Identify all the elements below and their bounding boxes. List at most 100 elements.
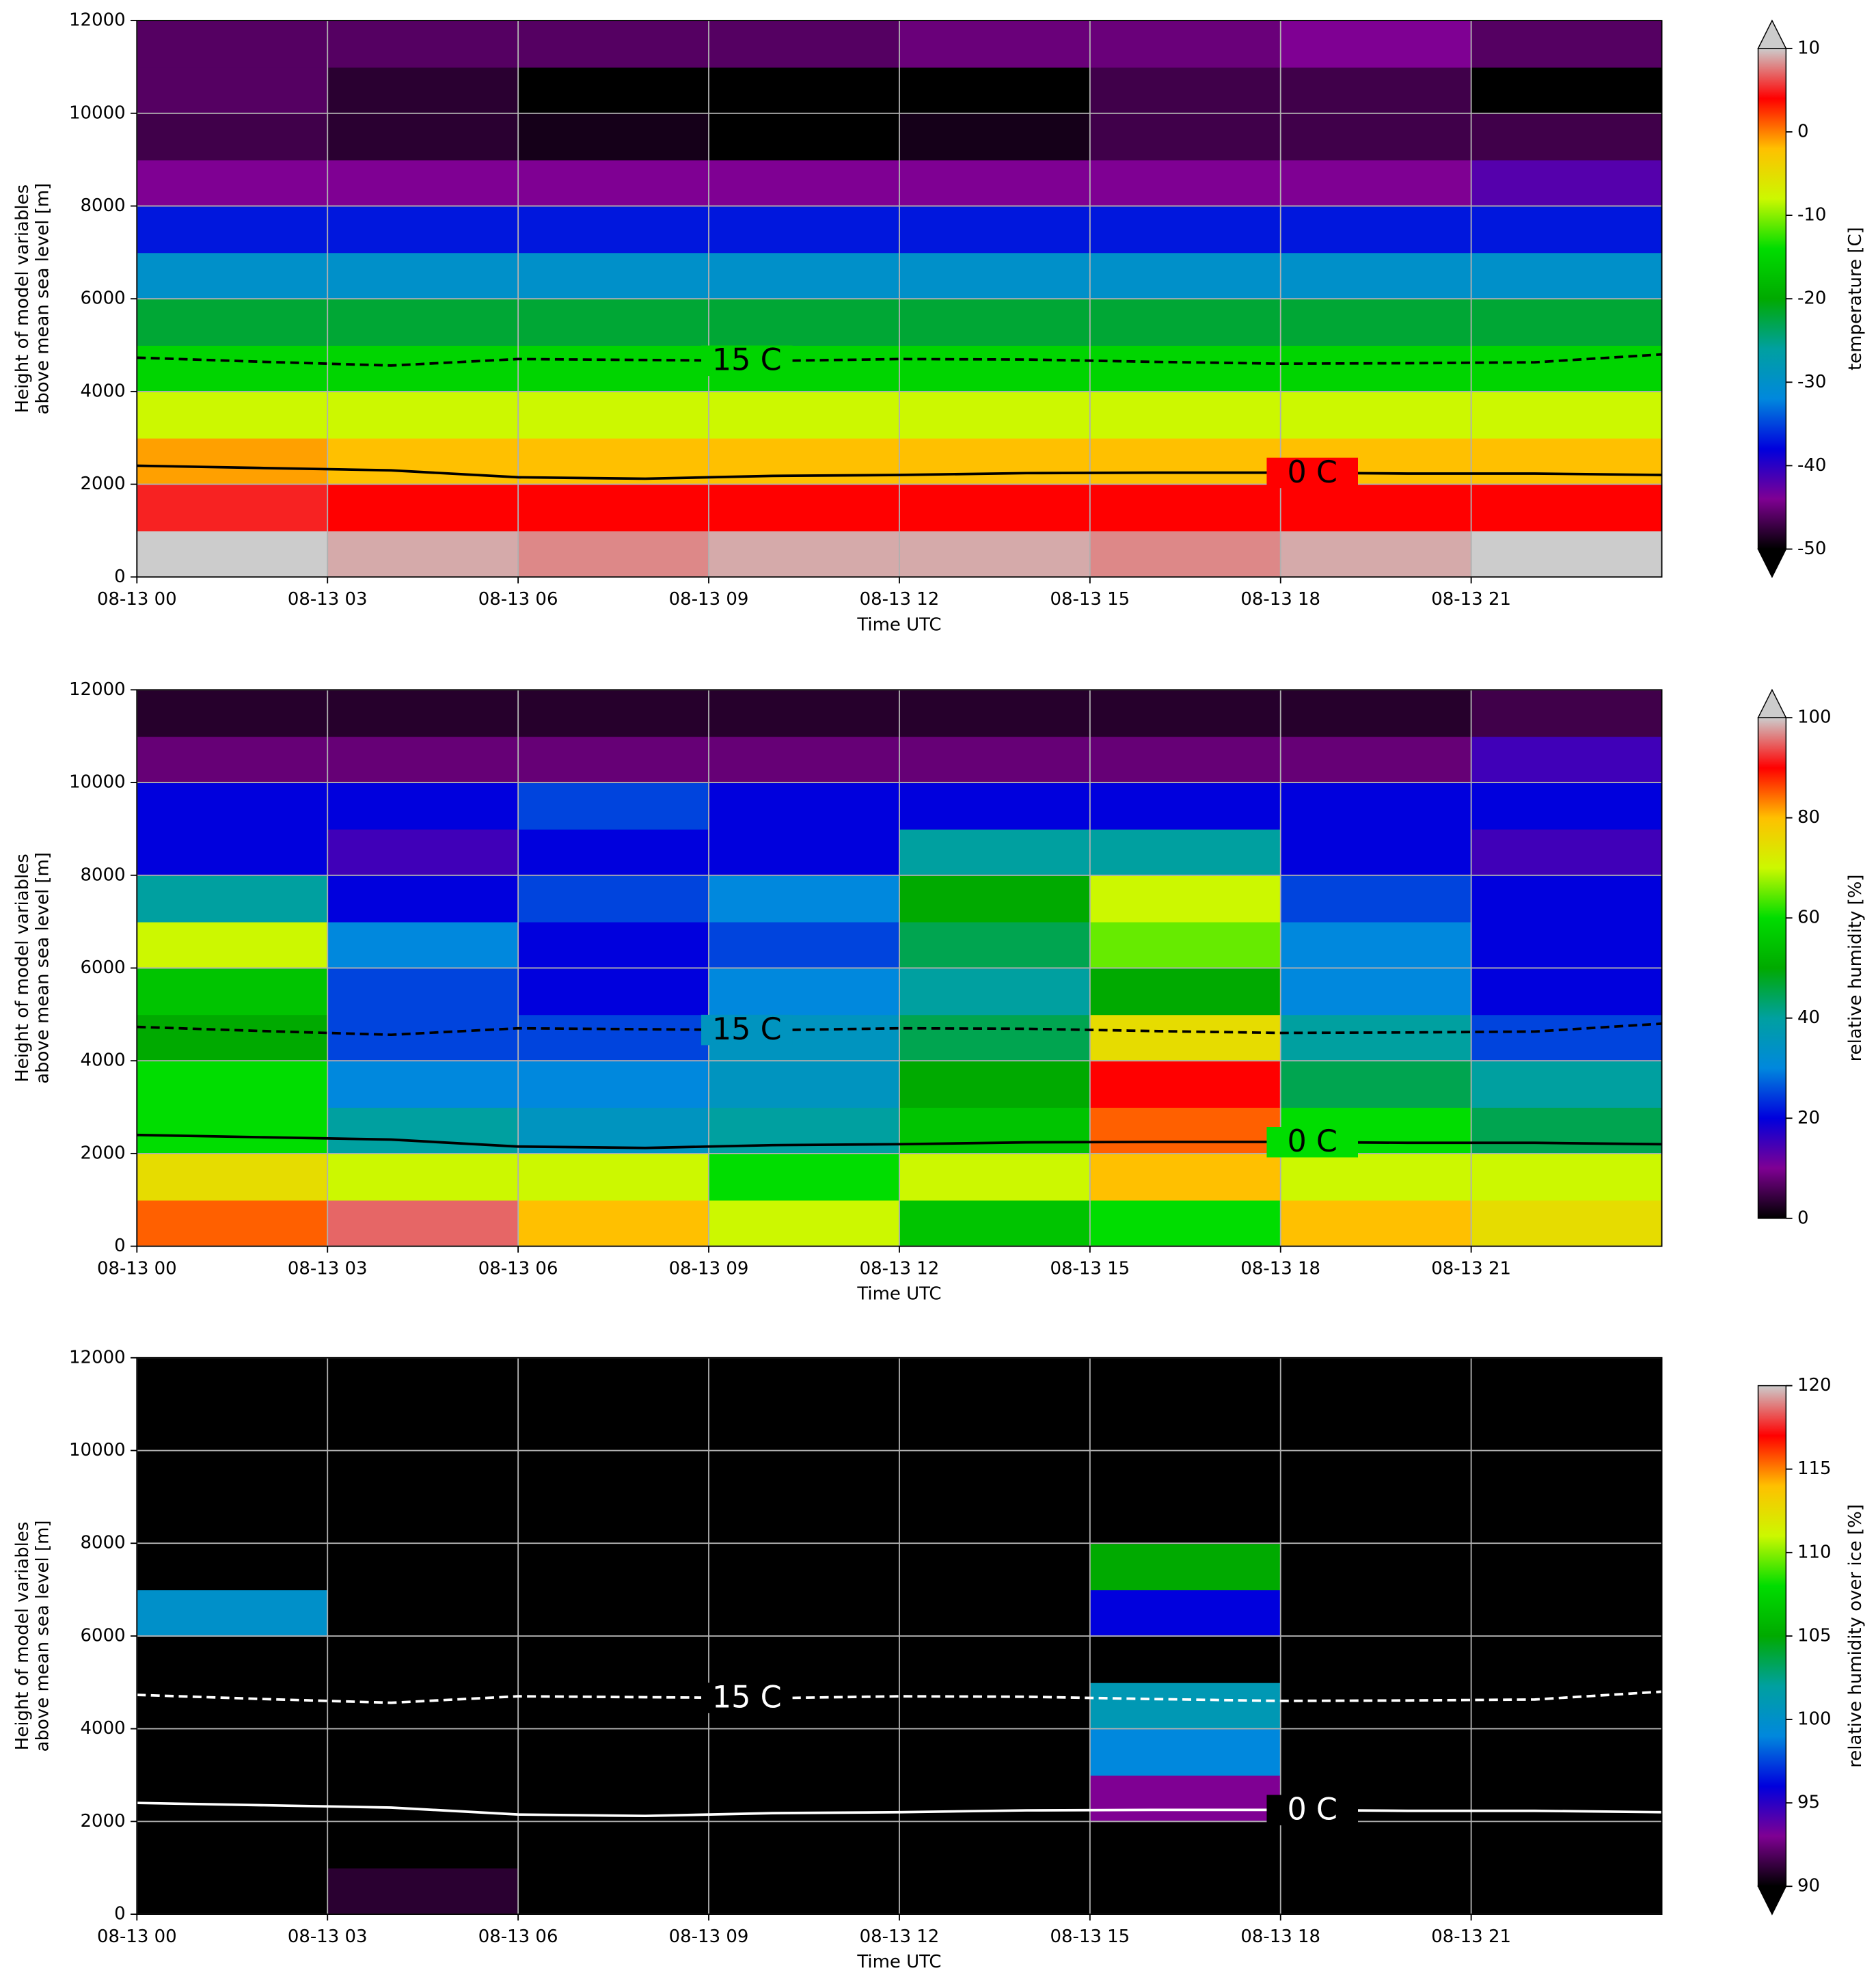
heatmap-cell [1280, 1061, 1472, 1108]
heatmap-cell [137, 1775, 329, 1823]
y-axis-label: Height of model variables [12, 1522, 33, 1751]
heatmap-cell [327, 1014, 519, 1062]
plot-frame [136, 689, 1663, 1247]
colorbar-extend [1757, 19, 1787, 49]
heatmap-cell [1471, 690, 1663, 737]
heatmap-cell [709, 1543, 900, 1590]
x-tick-label: 08-13 00 [97, 1258, 177, 1279]
heatmap-cell [137, 690, 329, 737]
heatmap-cell [137, 345, 329, 392]
heatmap-cell [518, 530, 709, 578]
colorbar-tick-label: -20 [1797, 288, 1826, 309]
heatmap-cell [327, 1821, 519, 1869]
heatmap-cell [137, 437, 329, 485]
heatmap-cell [1089, 828, 1281, 876]
heatmap-cell [1280, 875, 1472, 923]
heatmap-cell [137, 1497, 329, 1544]
heatmap-cell [518, 1635, 709, 1683]
y-tick-label: 2000 [81, 1811, 126, 1832]
heatmap-cell [899, 1450, 1091, 1498]
heatmap-cell [518, 1590, 709, 1637]
x-axis-label: Time UTC [856, 614, 941, 635]
colorbar-tick-label: 20 [1797, 1108, 1820, 1128]
x-tick-label: 08-13 06 [478, 589, 558, 610]
heatmap-cell [899, 1107, 1091, 1154]
colorbar [1757, 1385, 1787, 1887]
y-axis-label: Height of model variables [12, 854, 33, 1082]
heatmap-cell [1471, 736, 1663, 783]
x-tick-label: 08-13 21 [1431, 1926, 1511, 1947]
heatmap-cell [1089, 437, 1281, 485]
contour-line [137, 464, 1662, 480]
heatmap-cell [518, 1061, 709, 1108]
heatmap-cell [1280, 1635, 1472, 1683]
y-tick-label: 4000 [81, 1050, 126, 1071]
x-tick-label: 08-13 18 [1240, 1926, 1320, 1947]
x-tick-label: 08-13 03 [288, 1258, 368, 1279]
heatmap-cell [137, 968, 329, 1016]
heatmap-cell [518, 159, 709, 207]
heatmap-cell [518, 690, 709, 737]
y-tick-label: 12000 [69, 1347, 126, 1367]
x-tick-label: 08-13 03 [288, 589, 368, 610]
x-tick-label: 08-13 00 [97, 589, 177, 610]
heatmap-cell [137, 1821, 329, 1869]
heatmap-cell [899, 21, 1091, 68]
heatmap-cell [1089, 66, 1281, 114]
colorbar-tick-label: 0 [1797, 121, 1809, 141]
heatmap-cell [709, 921, 900, 969]
colorbar-label: relative humidity over ice [%] [1845, 1504, 1866, 1768]
heatmap-cell [137, 1153, 329, 1201]
heatmap-cell [1280, 968, 1472, 1016]
heatmap-cell [709, 66, 900, 114]
heatmap-cell [709, 21, 900, 68]
heatmap-cell [1089, 1775, 1281, 1823]
heatmap-cell [1280, 1199, 1472, 1247]
heatmap-cell [327, 921, 519, 969]
heatmap-cell [518, 1821, 709, 1869]
heatmap-cell [1280, 252, 1472, 300]
heatmap-cell [1471, 1635, 1663, 1683]
heatmap-cell [1089, 736, 1281, 783]
heatmap-cell [1280, 113, 1472, 161]
heatmap-cell [518, 921, 709, 969]
heatmap-cell [1089, 484, 1281, 532]
heatmap-cell [1280, 1357, 1472, 1405]
heatmap-cell [899, 875, 1091, 923]
heatmap-cell [1280, 391, 1472, 439]
heatmap-cell [1471, 1199, 1663, 1247]
heatmap-cell [137, 875, 329, 923]
heatmap-cell [1089, 159, 1281, 207]
colorbar-tick-label: 40 [1797, 1007, 1820, 1028]
heatmap-cell [899, 206, 1091, 254]
heatmap-cell [709, 299, 900, 346]
heatmap-cell [137, 206, 329, 254]
heatmap-cell [518, 299, 709, 346]
heatmap-cell [327, 1728, 519, 1776]
heatmap-cell [1471, 159, 1663, 207]
colorbar-tick-label: 95 [1797, 1793, 1820, 1813]
heatmap-cell [137, 782, 329, 830]
heatmap-cell [327, 968, 519, 1016]
heatmap-cell [518, 968, 709, 1016]
heatmap-cell [518, 875, 709, 923]
colorbar-tick-label: -10 [1797, 205, 1826, 226]
heatmap-cell [709, 1821, 900, 1869]
heatmap-cell [1089, 1497, 1281, 1544]
heatmap-cell [899, 252, 1091, 300]
heatmap-cell [899, 1014, 1091, 1062]
heatmap-cell [327, 484, 519, 532]
heatmap-cell [1471, 345, 1663, 392]
x-tick-label: 08-13 03 [288, 1926, 368, 1947]
heatmap-cell [1089, 1635, 1281, 1683]
heatmap-cell [709, 782, 900, 830]
heatmap-cell [137, 1357, 329, 1405]
contour-label: 0 C [1287, 455, 1337, 490]
heatmap-cell [1280, 484, 1472, 532]
heatmap-cell [1089, 1107, 1281, 1154]
heatmap-cell [1471, 921, 1663, 969]
heatmap-cell [899, 1061, 1091, 1108]
contour-label: 0 C [1287, 1793, 1337, 1827]
x-tick-label: 08-13 06 [478, 1258, 558, 1279]
heatmap-cell [1471, 875, 1663, 923]
